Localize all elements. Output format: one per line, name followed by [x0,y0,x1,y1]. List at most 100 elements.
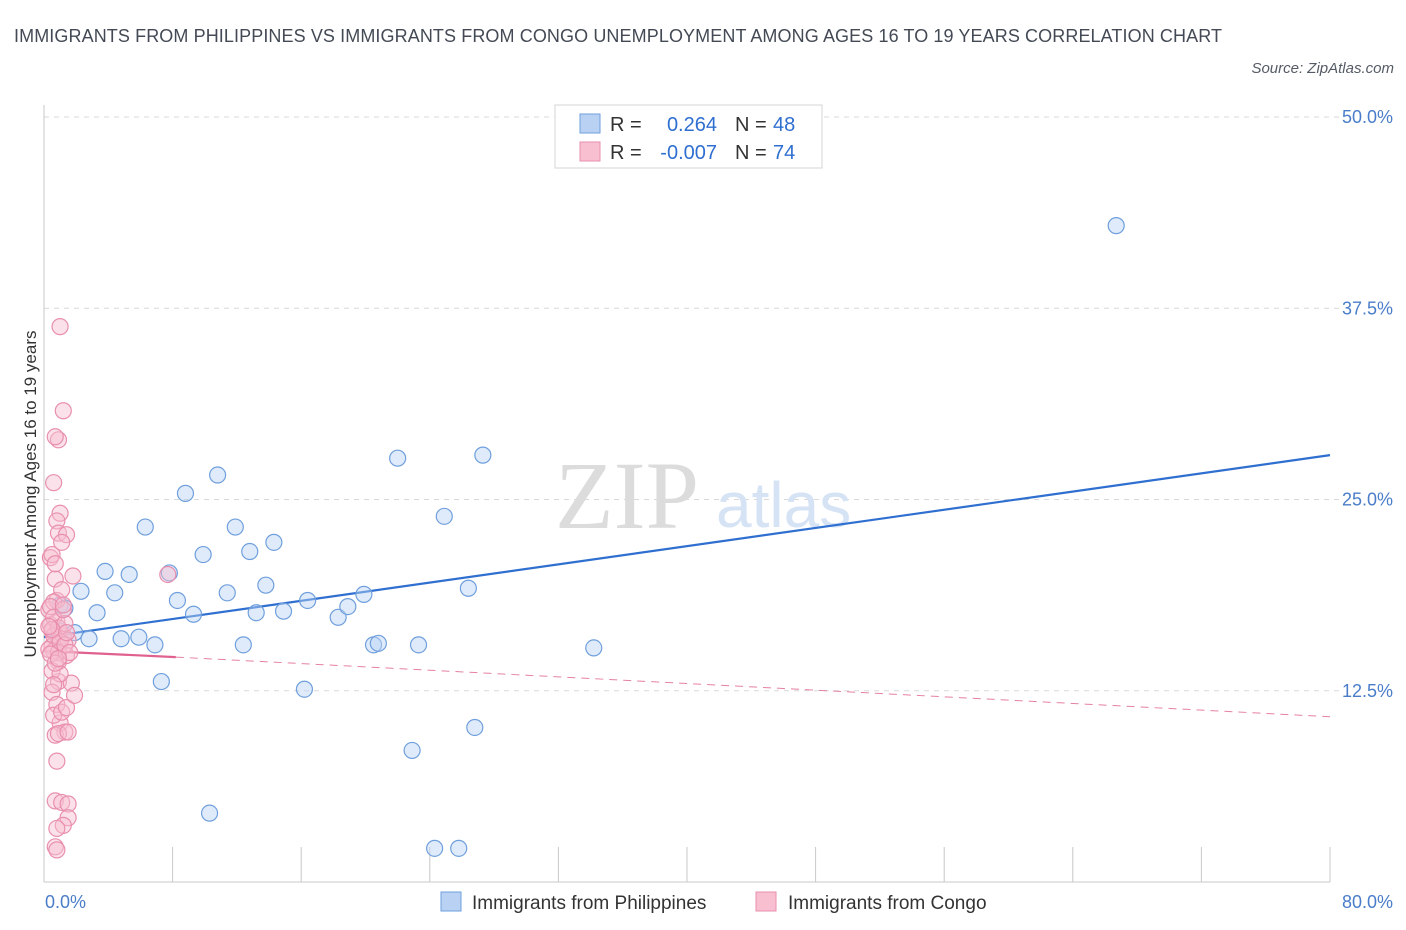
point-congo-34 [45,474,63,492]
point-congo-61 [43,620,61,639]
point-philippines-45 [474,446,492,464]
point-philippines-33 [339,597,357,616]
point-philippines-9 [112,630,130,648]
point-philippines-47 [1107,217,1125,235]
point-philippines-7 [96,562,114,581]
point-philippines-17 [176,484,195,502]
y-tick-label-2: 37.5% [1342,298,1393,318]
point-philippines-41 [435,507,453,525]
y-tick-label-1: 25.0% [1342,490,1393,510]
legend-swatch-philippines [579,113,601,134]
x-tick-label-0: 0.0% [45,892,86,912]
series-legend-swatch-congo [755,891,777,912]
point-congo-65 [46,654,64,672]
point-congo-73 [49,650,68,668]
x-tick-label-1: 80.0% [1342,892,1393,912]
point-congo-25 [57,698,76,717]
watermark: ZIP atlas [555,442,851,549]
legend-r-value-philippines: 0.264 [667,114,717,136]
point-philippines-18 [184,605,203,623]
point-congo-30 [54,402,72,420]
gridlines [44,116,1340,692]
point-philippines-6 [88,604,106,622]
correlation-legend: R = 0.264 N = 48 R = -0.007 N = 74 [554,104,823,169]
point-congo-33 [46,428,64,446]
point-congo-57 [48,841,66,859]
point-congo-60 [51,633,69,651]
legend-n-value-philippines: 48 [773,114,795,136]
point-congo-24 [53,703,71,721]
point-philippines-25 [241,542,259,561]
point-philippines-8 [106,584,124,602]
point-philippines-22 [218,584,236,602]
legend-r-label-philippines: R = [610,114,642,136]
point-philippines-46 [585,639,603,657]
point-congo-10 [46,570,64,588]
legend-n-label-congo: N = [735,142,767,164]
point-congo-51 [53,793,71,812]
point-congo-28 [46,555,64,573]
point-congo-55 [48,819,66,838]
point-congo-46 [65,686,84,704]
point-philippines-42 [450,839,468,857]
legend-n-label-philippines: N = [735,114,767,136]
point-congo-50 [46,792,64,810]
series-legend-label-philippines: Immigrants from Philippines [472,893,706,914]
point-congo-70 [45,676,63,694]
watermark-atlas: atlas [716,469,851,541]
point-philippines-20 [200,804,219,822]
trend-line-philippines [43,454,1331,639]
point-congo-32 [51,318,69,336]
chart-source: Source: ZipAtlas.com [1251,60,1394,77]
point-congo-39 [41,597,60,616]
point-philippines-16 [168,591,187,610]
data-points [40,217,1125,859]
chart-title: IMMIGRANTS FROM PHILIPPINES VS IMMIGRANT… [14,26,1223,46]
watermark-zip: ZIP [555,442,699,549]
y-tick-label-0: 12.5% [1342,681,1393,701]
tick-labels: 12.5% 25.0% 37.5% 50.0% 0.0% 80.0% [45,107,1393,912]
point-philippines-43 [459,579,477,597]
point-congo-38 [53,533,71,551]
point-congo-58 [54,601,72,619]
point-philippines-39 [409,636,428,654]
point-philippines-19 [194,545,212,564]
legend-n-value-congo: 74 [773,142,795,164]
point-philippines-21 [209,466,227,484]
point-philippines-27 [257,576,275,594]
point-philippines-32 [329,608,347,626]
point-philippines-38 [403,741,421,760]
point-congo-64 [41,645,60,663]
legend-r-label-congo: R = [610,142,642,164]
point-congo-49 [48,752,66,770]
point-philippines-26 [247,604,265,622]
point-philippines-29 [274,602,293,620]
trend-line-extension-congo [175,656,1331,718]
y-axis-label: Unemployment Among Ages 16 to 19 years [21,331,40,658]
point-congo-71 [57,624,76,642]
point-philippines-28 [265,533,283,551]
legend-r-value-congo: -0.007 [660,142,717,164]
axes [43,105,1331,883]
point-congo-68 [40,617,58,636]
series-legend-swatch-philippines [440,891,462,912]
y-tick-label-3: 50.0% [1342,107,1393,127]
point-philippines-44 [466,718,484,737]
series-legend: Immigrants from Philippines Immigrants f… [440,891,987,914]
point-philippines-11 [130,628,148,646]
point-congo-69 [64,567,82,585]
point-philippines-40 [426,839,444,857]
point-congo-59 [45,627,63,645]
point-philippines-24 [234,636,252,654]
point-philippines-12 [136,518,154,536]
point-philippines-37 [389,449,407,467]
point-congo-26 [59,723,77,741]
point-philippines-36 [369,634,387,652]
legend-swatch-congo [579,141,601,162]
point-philippines-5 [80,630,98,648]
point-congo-67 [54,596,72,614]
point-congo-52 [59,795,77,813]
series-legend-label-congo: Immigrants from Congo [788,893,987,914]
point-philippines-23 [226,518,244,536]
